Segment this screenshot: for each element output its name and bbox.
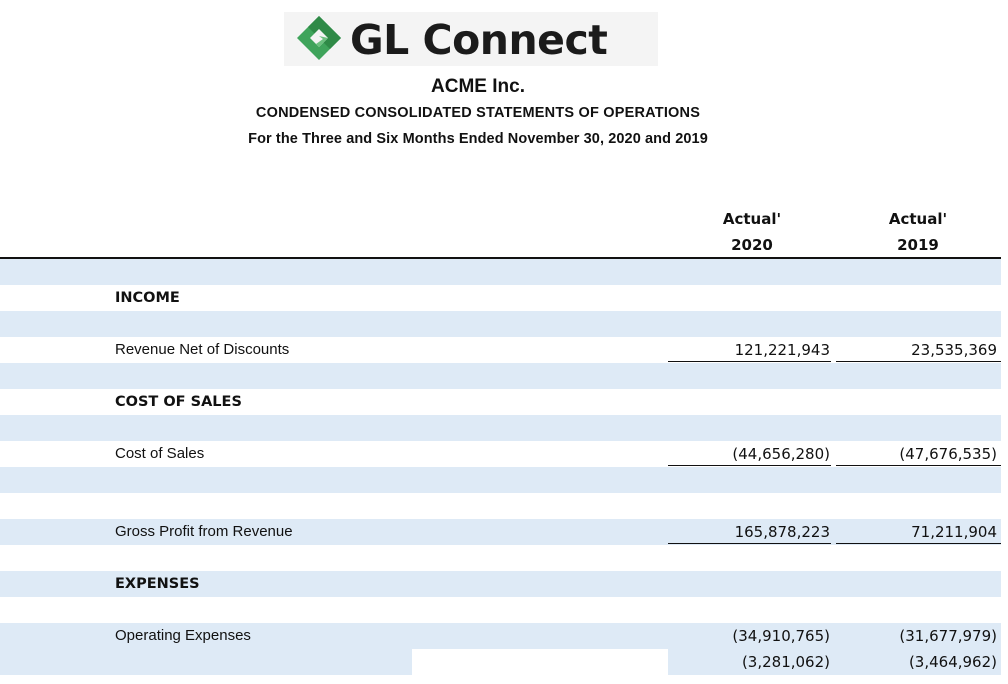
spacer-row bbox=[0, 493, 1001, 519]
value-2019: (31,677,979) bbox=[899, 627, 997, 645]
section-heading: COST OF SALES bbox=[115, 394, 242, 410]
row-label: Gross Profit from Revenue bbox=[115, 523, 293, 540]
table-row-cost-of-sales: Cost of Sales (44,656,280) (47,676,535) bbox=[0, 441, 1001, 467]
row-label: Cost of Sales bbox=[115, 445, 205, 462]
row-label: Operating Expenses bbox=[115, 627, 251, 644]
underline bbox=[668, 361, 831, 362]
table-row-partial: (3,281,062) (3,464,962) bbox=[0, 649, 1001, 675]
value-2019: (47,676,535) bbox=[899, 445, 997, 463]
header-rule bbox=[0, 257, 1001, 259]
underline bbox=[668, 543, 831, 544]
section-heading: EXPENSES bbox=[115, 576, 200, 592]
statement-title: CONDENSED CONSOLIDATED STATEMENTS OF OPE… bbox=[255, 105, 701, 121]
column-header-2019-label: Actual' bbox=[888, 210, 948, 228]
value-2019: (3,464,962) bbox=[908, 653, 997, 671]
underline bbox=[836, 361, 1001, 362]
value-2020: (34,910,765) bbox=[732, 627, 830, 645]
value-2019: 71,211,904 bbox=[911, 523, 997, 541]
section-cost-of-sales: COST OF SALES bbox=[0, 389, 1001, 415]
underline bbox=[668, 465, 831, 466]
section-expenses: EXPENSES bbox=[0, 571, 1001, 597]
blank-cell bbox=[412, 649, 668, 675]
gl-connect-mark-icon bbox=[297, 16, 341, 60]
spacer-row bbox=[0, 311, 1001, 337]
value-2019: 23,535,369 bbox=[911, 341, 997, 359]
value-2020: 121,221,943 bbox=[734, 341, 830, 359]
column-header-2019-year: 2019 bbox=[897, 236, 939, 254]
spacer-row bbox=[0, 467, 1001, 493]
section-income: INCOME bbox=[0, 285, 1001, 311]
spacer-row bbox=[0, 545, 1001, 571]
column-header-2020-year: 2020 bbox=[731, 236, 773, 254]
statement-period: For the Three and Six Months Ended Novem… bbox=[248, 131, 708, 147]
table-row-operating-expenses: Operating Expenses (34,910,765) (31,677,… bbox=[0, 623, 1001, 649]
spacer-row bbox=[0, 363, 1001, 389]
value-2020: (3,281,062) bbox=[741, 653, 830, 671]
value-2020: (44,656,280) bbox=[732, 445, 830, 463]
spacer-row bbox=[0, 597, 1001, 623]
row-label: Revenue Net of Discounts bbox=[115, 341, 290, 358]
table-row-gross-profit: Gross Profit from Revenue 165,878,223 71… bbox=[0, 519, 1001, 545]
spacer-row bbox=[0, 415, 1001, 441]
logo-text: GL Connect bbox=[350, 16, 608, 64]
underline bbox=[836, 465, 1001, 466]
value-2020: 165,878,223 bbox=[734, 523, 830, 541]
company-name: ACME Inc. bbox=[431, 76, 525, 97]
statement-table: INCOME Revenue Net of Discounts 121,221,… bbox=[0, 259, 1001, 675]
column-header-2020-label: Actual' bbox=[722, 210, 782, 228]
spacer-row bbox=[0, 259, 1001, 285]
table-row-revenue: Revenue Net of Discounts 121,221,943 23,… bbox=[0, 337, 1001, 363]
gl-connect-logo: GL Connect bbox=[284, 12, 658, 66]
section-heading: INCOME bbox=[115, 290, 180, 306]
underline bbox=[836, 543, 1001, 544]
